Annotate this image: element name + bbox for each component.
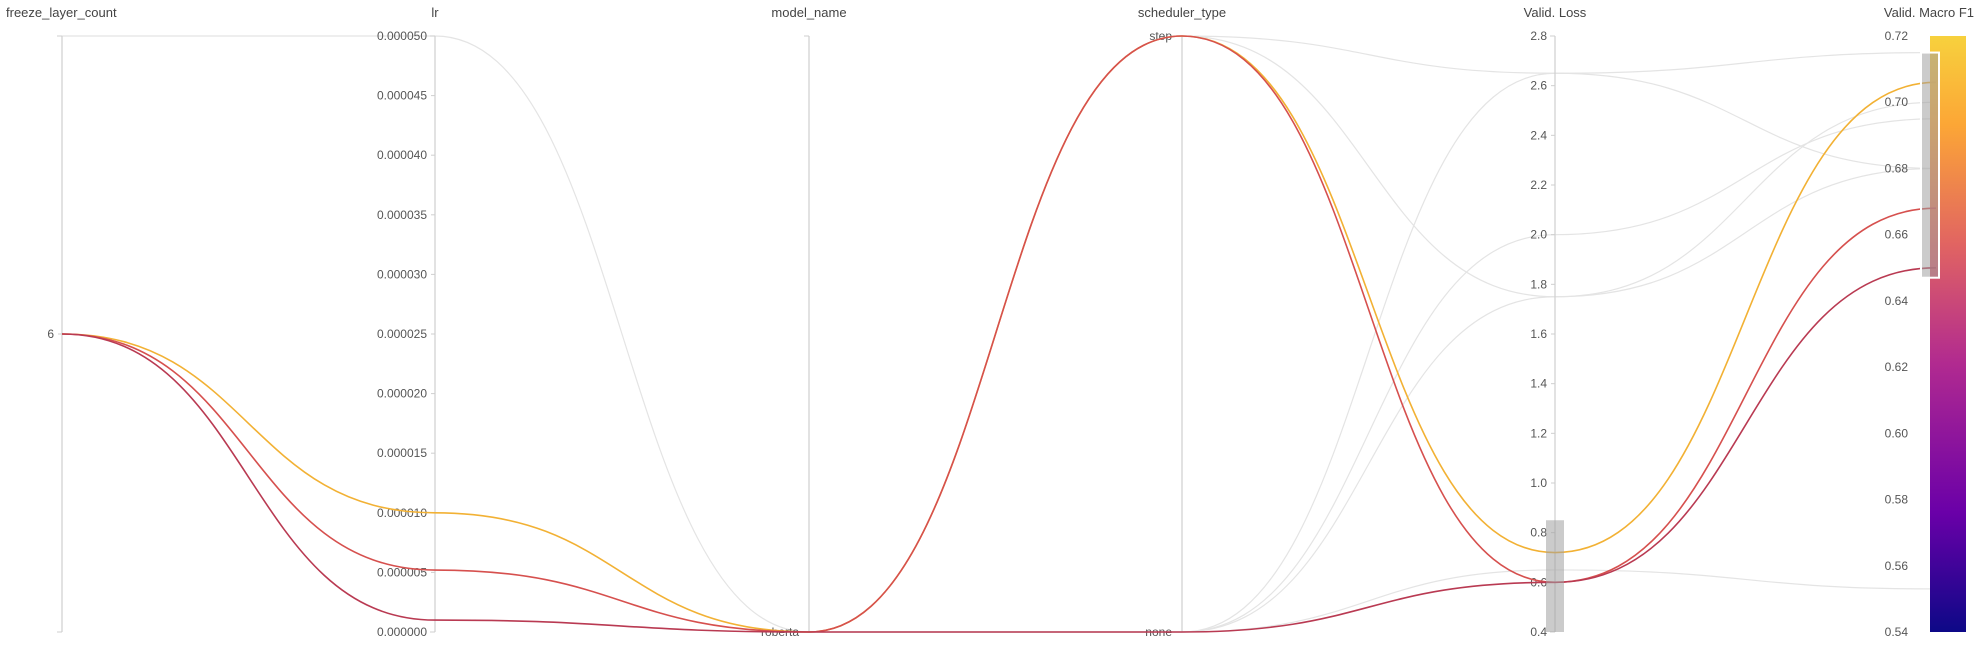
run-line[interactable] bbox=[808, 35, 1937, 633]
axis-title-valid-macro-f1: Valid. Macro F1 bbox=[1884, 5, 1974, 20]
tick-label: 0.000020 bbox=[377, 387, 427, 401]
tick-label: 2.4 bbox=[1530, 128, 1547, 142]
tick-label: 0.000030 bbox=[377, 267, 427, 281]
axis-valid-macro-f1[interactable]: Valid. Macro F1 0.72 0.70 0.68 0.66 0.64 0.62 0… bbox=[1884, 5, 1974, 639]
axis-brush-valid-macro-f1[interactable] bbox=[1920, 51, 1940, 279]
tick-label: 2.8 bbox=[1530, 29, 1547, 43]
run-line[interactable] bbox=[62, 35, 1937, 633]
tick-label: 0.72 bbox=[1885, 29, 1909, 43]
tick-label: 0.70 bbox=[1885, 95, 1909, 109]
axis-brush-valid-loss[interactable] bbox=[1546, 520, 1564, 632]
tick-label-step: step bbox=[1149, 29, 1172, 43]
tick-label: 0.60 bbox=[1885, 426, 1909, 440]
tick-label: 0.4 bbox=[1530, 625, 1547, 639]
tick-label: 0.56 bbox=[1885, 559, 1909, 573]
tick-label: 0.000000 bbox=[377, 625, 427, 639]
tick-label: 0.000050 bbox=[377, 29, 427, 43]
tick-label: 0.58 bbox=[1885, 493, 1909, 507]
run-line[interactable] bbox=[61, 35, 1937, 633]
tick-label: 2.6 bbox=[1530, 79, 1547, 93]
tick-label: 2.0 bbox=[1530, 228, 1547, 242]
tick-label: 0.62 bbox=[1885, 360, 1909, 374]
run-line[interactable] bbox=[808, 51, 1937, 633]
tick-label: 1.6 bbox=[1530, 327, 1547, 341]
run-line[interactable] bbox=[808, 118, 1937, 633]
tick-label: 1.8 bbox=[1530, 277, 1547, 291]
tick-label: 6 bbox=[47, 327, 54, 341]
tick-label: 0.000040 bbox=[377, 148, 427, 162]
tick-label: 0.000045 bbox=[377, 89, 427, 103]
tick-label: 0.64 bbox=[1885, 294, 1909, 308]
axis-freeze-layer-count[interactable]: freeze_layer_count 6 bbox=[6, 5, 117, 633]
axis-title-model-name: model_name bbox=[771, 5, 846, 20]
tick-label: 0.54 bbox=[1885, 625, 1909, 639]
run-line[interactable] bbox=[61, 35, 1937, 633]
tick-label: 0.8 bbox=[1530, 526, 1547, 540]
axis-title-freeze-layer-count: freeze_layer_count bbox=[6, 5, 117, 20]
tick-label: 1.4 bbox=[1530, 377, 1547, 391]
axis-title-lr: lr bbox=[431, 5, 439, 20]
highlighted-run-lines bbox=[61, 35, 1937, 633]
tick-label: 0.68 bbox=[1885, 161, 1909, 175]
tick-label: 2.2 bbox=[1530, 178, 1547, 192]
axis-lr[interactable]: lr 0.000050 0.000045 0.000040 0.000035 0.0000… bbox=[377, 5, 439, 639]
tick-label: 0.66 bbox=[1885, 228, 1909, 242]
run-line[interactable] bbox=[808, 167, 1937, 633]
run-line[interactable] bbox=[808, 569, 1937, 633]
background-run-lines bbox=[62, 35, 1937, 633]
tick-label: 1.0 bbox=[1530, 476, 1547, 490]
axis-title-scheduler-type: scheduler_type bbox=[1138, 5, 1226, 20]
axis-title-valid-loss: Valid. Loss bbox=[1524, 5, 1587, 20]
tick-label: 0.000025 bbox=[377, 327, 427, 341]
run-line[interactable] bbox=[61, 266, 1937, 633]
overlay-layer bbox=[1546, 51, 1940, 632]
tick-label: 0.000035 bbox=[377, 208, 427, 222]
axes-layer: freeze_layer_count 6 lr 0.000050 0.000045 0.0… bbox=[6, 5, 1974, 639]
tick-label: 1.2 bbox=[1530, 426, 1547, 440]
tick-label: 0.000015 bbox=[377, 446, 427, 460]
